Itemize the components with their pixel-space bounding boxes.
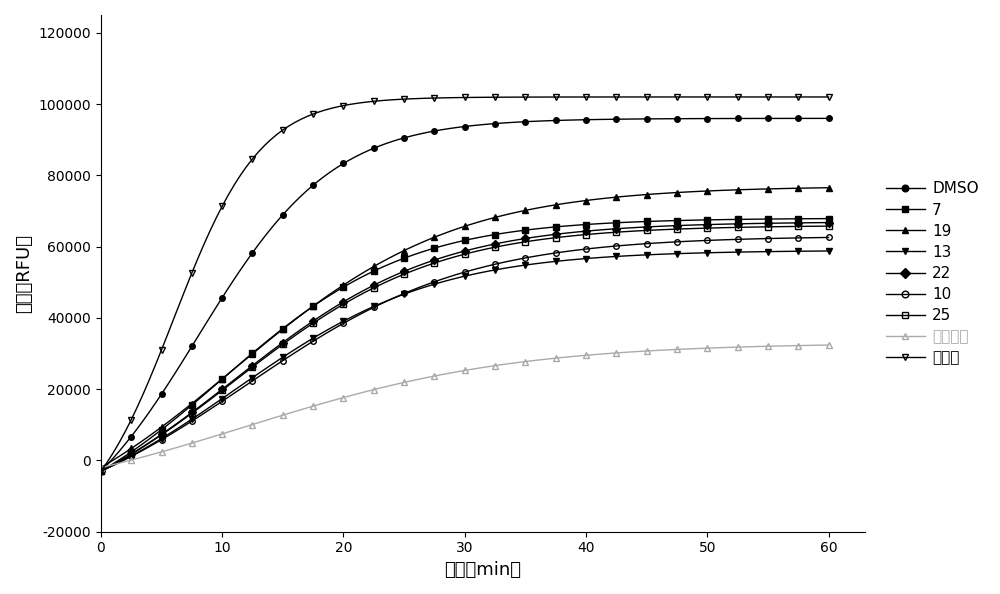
- 7: [168, 416, 180, 424]
- 长春新碱: [265, 415, 277, 422]
- 7: [586, 220, 598, 228]
- 紫杉醇: [404, 95, 416, 102]
- Line: 长春新碱: 长春新碱: [98, 342, 831, 470]
- 22: [823, 219, 835, 226]
- Line: 25: 25: [98, 223, 831, 474]
- Legend: DMSO, 7, 19, 13, 22, 10, 25, 长春新碱, 紫杉醇: DMSO, 7, 19, 13, 22, 10, 25, 长春新碱, 紫杉醇: [880, 175, 985, 371]
- 13: [168, 428, 180, 435]
- 22: [586, 227, 598, 234]
- 13: [404, 289, 416, 296]
- 10: [774, 235, 786, 242]
- 10: [404, 287, 416, 295]
- 长春新碱: [95, 464, 107, 471]
- 13: [774, 248, 786, 255]
- 长春新碱: [823, 342, 835, 349]
- 7: [95, 467, 107, 475]
- 25: [823, 223, 835, 230]
- 22: [265, 348, 277, 355]
- 25: [265, 350, 277, 357]
- 19: [95, 464, 107, 471]
- 25: [550, 234, 562, 241]
- 紫杉醇: [774, 93, 786, 100]
- DMSO: [95, 467, 107, 475]
- 紫杉醇: [168, 315, 180, 323]
- DMSO: [265, 225, 277, 232]
- 13: [586, 254, 598, 261]
- Line: DMSO: DMSO: [98, 116, 831, 474]
- DMSO: [774, 115, 786, 122]
- DMSO: [550, 117, 562, 124]
- 10: [265, 365, 277, 372]
- 长春新碱: [550, 355, 562, 362]
- 10: [168, 429, 180, 436]
- 长春新碱: [168, 445, 180, 452]
- 10: [550, 249, 562, 257]
- 紫杉醇: [95, 467, 107, 475]
- X-axis label: 时间（min）: 时间（min）: [444, 561, 521, 579]
- 13: [95, 467, 107, 475]
- 7: [550, 223, 562, 230]
- DMSO: [823, 115, 835, 122]
- 紫杉醇: [823, 93, 835, 100]
- 长春新碱: [586, 351, 598, 358]
- 19: [265, 336, 277, 343]
- DMSO: [586, 116, 598, 123]
- 19: [823, 184, 835, 191]
- 25: [168, 423, 180, 430]
- 13: [265, 362, 277, 369]
- 19: [404, 244, 416, 251]
- 25: [95, 467, 107, 475]
- 22: [774, 220, 786, 227]
- 19: [586, 196, 598, 203]
- 25: [586, 230, 598, 238]
- 22: [95, 467, 107, 475]
- Line: 13: 13: [98, 248, 831, 474]
- 19: [550, 201, 562, 208]
- DMSO: [404, 132, 416, 140]
- Line: 10: 10: [98, 235, 831, 474]
- 19: [774, 185, 786, 192]
- 13: [550, 258, 562, 265]
- 7: [404, 252, 416, 260]
- Line: 19: 19: [98, 185, 831, 470]
- 紫杉醇: [265, 136, 277, 143]
- 25: [404, 268, 416, 276]
- 7: [265, 334, 277, 342]
- 紫杉醇: [586, 93, 598, 100]
- DMSO: [168, 372, 180, 379]
- 10: [95, 467, 107, 475]
- 22: [168, 422, 180, 429]
- 19: [168, 414, 180, 421]
- Y-axis label: 荧光（RFU）: 荧光（RFU）: [15, 234, 33, 313]
- 10: [823, 234, 835, 241]
- 7: [823, 215, 835, 222]
- 13: [823, 248, 835, 255]
- 25: [774, 223, 786, 230]
- 10: [586, 245, 598, 252]
- 22: [404, 266, 416, 273]
- 长春新碱: [404, 378, 416, 385]
- Line: 7: 7: [98, 216, 831, 474]
- Line: 22: 22: [98, 220, 831, 474]
- 22: [550, 230, 562, 238]
- Line: 紫杉醇: 紫杉醇: [98, 94, 831, 474]
- 长春新碱: [774, 342, 786, 349]
- 7: [774, 216, 786, 223]
- 紫杉醇: [550, 93, 562, 100]
